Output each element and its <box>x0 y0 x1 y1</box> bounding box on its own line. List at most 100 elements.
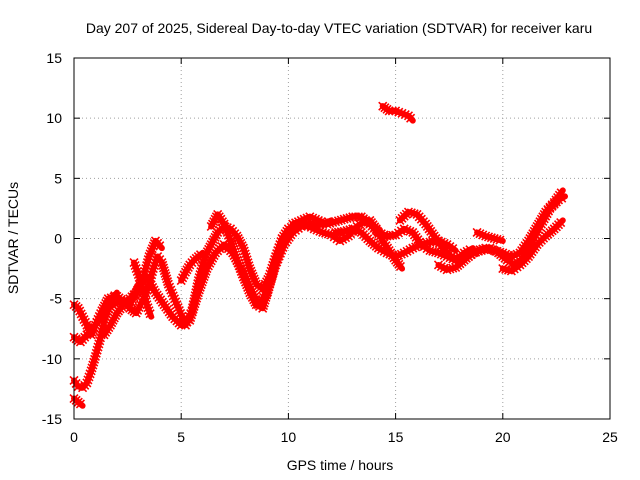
data-point <box>501 264 511 274</box>
data-point <box>225 236 236 246</box>
data-point <box>106 296 117 306</box>
data-point <box>166 285 176 295</box>
series-track-8 <box>206 209 369 313</box>
data-point <box>206 256 216 266</box>
data-point <box>159 266 169 276</box>
data-point <box>409 209 419 219</box>
data-point <box>442 265 452 275</box>
series-track-14 <box>472 227 506 245</box>
data-point <box>198 274 208 284</box>
data-point <box>173 303 183 313</box>
data-point <box>227 241 237 251</box>
data-point <box>188 304 198 314</box>
data-point <box>411 242 421 252</box>
data-point <box>419 239 429 249</box>
data-point <box>472 227 482 238</box>
data-point <box>149 285 159 295</box>
data-point <box>262 290 272 300</box>
data-point <box>234 261 244 271</box>
data-point <box>110 291 120 301</box>
data-point <box>167 288 177 298</box>
data-point <box>308 213 318 223</box>
data-point <box>224 233 235 243</box>
data-point <box>162 276 173 287</box>
data-point <box>164 282 175 292</box>
data-point <box>270 261 280 271</box>
data-point <box>336 215 346 225</box>
data-point <box>261 292 271 303</box>
data-point <box>542 209 552 219</box>
data-point <box>353 212 364 222</box>
data-point <box>172 300 182 310</box>
data-point <box>89 357 99 367</box>
data-point <box>84 372 94 382</box>
data-point <box>231 252 241 262</box>
x-tick-label: 0 <box>70 429 78 445</box>
data-point <box>316 217 326 227</box>
data-point <box>141 296 151 307</box>
data-point <box>428 246 438 256</box>
data-point <box>219 219 229 229</box>
data-point <box>205 258 215 268</box>
data-point <box>492 234 502 244</box>
data-point <box>136 278 146 288</box>
y-tick-label: 15 <box>46 50 62 66</box>
chart-title: Day 207 of 2025, Sidereal Day-to-day VTE… <box>86 20 592 36</box>
axis-ticks: 0 5 10 15 20 25 -15 -10 -5 0 5 10 15 <box>42 50 618 445</box>
data-point <box>339 214 349 224</box>
data-point <box>223 230 233 240</box>
data-point <box>288 219 298 229</box>
data-point <box>201 266 211 276</box>
data-point <box>479 245 489 255</box>
data-point <box>158 263 169 273</box>
data-point <box>203 261 213 271</box>
data-point <box>331 217 341 227</box>
data-point <box>476 245 486 256</box>
data-point <box>328 217 338 228</box>
data-point <box>192 293 202 303</box>
x-tick-label: 5 <box>177 429 185 445</box>
x-tick-label: 25 <box>602 429 618 445</box>
data-point <box>325 218 335 228</box>
data-point <box>87 363 97 373</box>
y-tick-label: 10 <box>46 110 62 126</box>
x-tick-label: 15 <box>388 429 404 445</box>
data-point <box>242 255 252 265</box>
data-point <box>318 227 328 238</box>
data-point <box>274 248 284 259</box>
data-point <box>185 315 195 325</box>
data-point <box>313 215 323 226</box>
data-point <box>402 225 412 235</box>
data-point <box>258 301 269 311</box>
data-point <box>481 231 491 241</box>
data-point <box>222 227 232 238</box>
data-point <box>104 301 114 311</box>
data-point <box>408 243 418 253</box>
y-tick-label: -5 <box>50 291 63 307</box>
data-point <box>309 224 319 234</box>
data-point <box>193 288 203 298</box>
data-point <box>541 211 551 221</box>
data-point <box>446 251 456 262</box>
data-point <box>195 282 205 292</box>
data-point <box>276 242 286 253</box>
data-point <box>270 258 281 268</box>
data-point <box>86 366 96 376</box>
data-point <box>130 261 140 271</box>
data-point <box>160 268 170 278</box>
y-tick-label: 5 <box>54 170 62 186</box>
data-point <box>146 280 156 290</box>
data-point <box>448 263 458 273</box>
data-point <box>75 399 85 409</box>
data-point <box>103 303 113 313</box>
data-point <box>105 298 116 309</box>
series-track-16 <box>378 101 416 124</box>
data-point <box>323 229 333 239</box>
data-point <box>260 295 270 305</box>
data-point <box>144 306 154 316</box>
data-point <box>239 275 250 285</box>
data-point <box>233 258 243 268</box>
data-point <box>238 272 248 282</box>
data-point <box>143 303 153 313</box>
